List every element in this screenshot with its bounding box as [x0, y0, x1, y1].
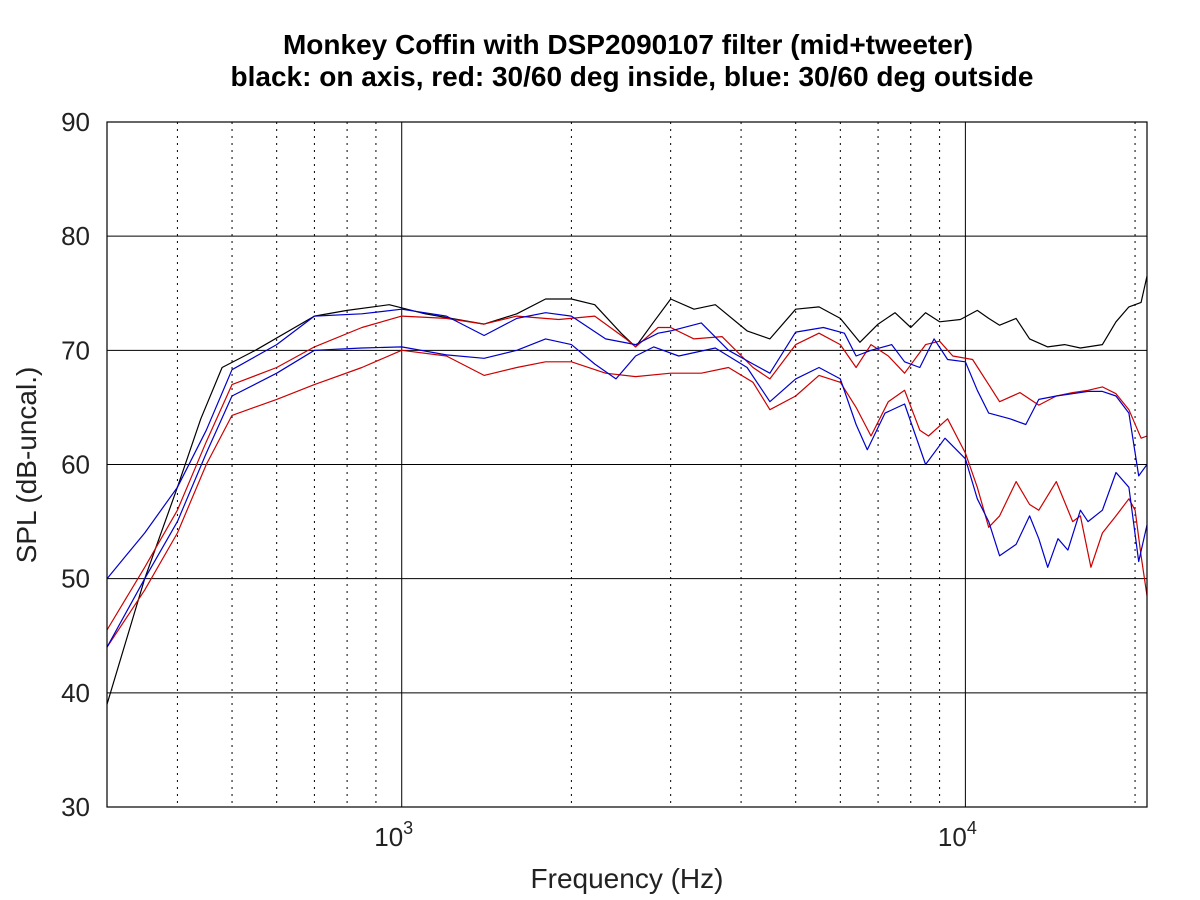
grid-lines [107, 122, 1147, 807]
series-line-2 [106, 315, 1148, 631]
y-tick-label: 70 [61, 335, 90, 365]
plot-frame [106, 121, 1148, 808]
tick-labels: 30 40 50 60 70 80 90 103 104 [61, 107, 977, 852]
chart-subtitle: black: on axis, red: 30/60 deg inside, b… [231, 61, 1034, 92]
chart-title: Monkey Coffin with DSP2090107 filter (mi… [283, 29, 973, 60]
series-line-3 [106, 349, 1148, 648]
y-tick-label: 30 [61, 792, 90, 822]
x-tick-label: 103 [374, 818, 413, 852]
y-tick-label: 60 [61, 450, 90, 480]
series-line-5 [106, 338, 1148, 648]
x-axis-label: Frequency (Hz) [531, 863, 724, 894]
series-line-4 [106, 308, 1148, 580]
y-tick-label: 40 [61, 678, 90, 708]
x-tick-label: 104 [938, 818, 977, 852]
y-tick-label: 90 [61, 107, 90, 137]
y-tick-label: 50 [61, 564, 90, 594]
series-line-1 [106, 275, 1148, 705]
series-group [106, 275, 1148, 705]
y-tick-label: 80 [61, 221, 90, 251]
y-axis-label: SPL (dB-uncal.) [11, 367, 42, 564]
